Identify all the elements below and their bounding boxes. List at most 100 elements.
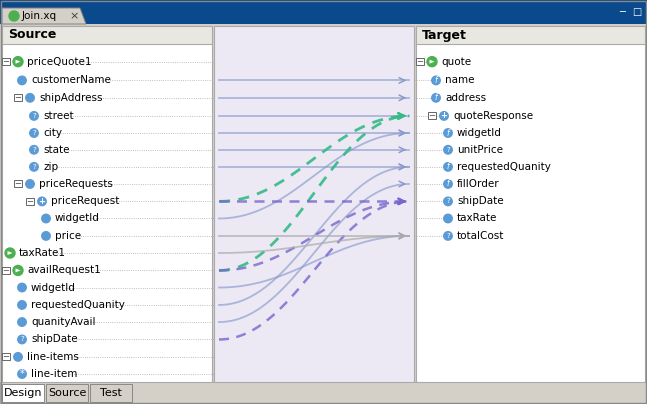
Circle shape — [440, 112, 448, 120]
Text: requestedQuanity: requestedQuanity — [457, 162, 551, 172]
Text: f: f — [446, 162, 449, 171]
Circle shape — [42, 231, 50, 240]
Text: ?: ? — [446, 147, 450, 153]
FancyBboxPatch shape — [416, 58, 424, 65]
Text: address: address — [445, 93, 486, 103]
Circle shape — [13, 265, 23, 276]
Text: shipDate: shipDate — [31, 335, 78, 345]
Circle shape — [26, 180, 34, 188]
Text: quote: quote — [441, 57, 471, 67]
Circle shape — [42, 214, 50, 223]
Text: −: − — [3, 57, 10, 66]
Text: −: − — [14, 93, 21, 102]
Text: +: + — [39, 197, 45, 206]
Text: availRequest1: availRequest1 — [27, 265, 101, 276]
Text: Test: Test — [100, 388, 122, 398]
Text: priceRequests: priceRequests — [39, 179, 113, 189]
Circle shape — [17, 301, 27, 309]
Text: taxRate: taxRate — [457, 213, 498, 223]
Circle shape — [444, 180, 452, 188]
Circle shape — [13, 57, 23, 67]
Text: −: − — [417, 57, 424, 66]
Text: fillOrder: fillOrder — [457, 179, 499, 189]
Text: priceRequest: priceRequest — [51, 196, 120, 206]
Text: shipAddress: shipAddress — [39, 93, 102, 103]
FancyBboxPatch shape — [0, 382, 647, 404]
Circle shape — [5, 248, 15, 258]
Text: priceQuote1: priceQuote1 — [27, 57, 91, 67]
Text: ?: ? — [32, 164, 36, 170]
Polygon shape — [16, 268, 21, 272]
Text: −: − — [27, 197, 34, 206]
Text: totalCost: totalCost — [457, 231, 505, 241]
FancyBboxPatch shape — [14, 94, 22, 101]
Text: widgetId: widgetId — [55, 213, 100, 223]
Text: quanityAvail: quanityAvail — [31, 317, 96, 327]
FancyBboxPatch shape — [2, 384, 44, 402]
Circle shape — [17, 76, 27, 85]
Circle shape — [444, 163, 452, 171]
Text: ×: × — [69, 11, 79, 21]
Text: f: f — [446, 128, 449, 137]
FancyBboxPatch shape — [2, 58, 10, 65]
Circle shape — [444, 129, 452, 137]
FancyBboxPatch shape — [2, 354, 10, 360]
Text: −: − — [3, 266, 10, 275]
Text: −: − — [428, 112, 435, 120]
Circle shape — [432, 76, 440, 85]
Circle shape — [427, 57, 437, 67]
FancyBboxPatch shape — [14, 181, 22, 187]
Text: ?: ? — [20, 337, 24, 343]
Circle shape — [17, 370, 27, 378]
Text: line-item: line-item — [31, 369, 78, 379]
Text: street: street — [43, 111, 74, 121]
Circle shape — [38, 197, 46, 206]
Circle shape — [30, 112, 38, 120]
Circle shape — [30, 129, 38, 137]
Text: unitPrice: unitPrice — [457, 145, 503, 155]
Text: Source: Source — [48, 388, 86, 398]
Text: name: name — [445, 76, 474, 85]
FancyBboxPatch shape — [2, 26, 212, 44]
Polygon shape — [430, 60, 435, 64]
FancyBboxPatch shape — [0, 0, 647, 24]
Text: widgetId: widgetId — [31, 282, 76, 292]
FancyBboxPatch shape — [428, 112, 436, 120]
Text: taxRate1: taxRate1 — [19, 248, 66, 258]
Circle shape — [30, 163, 38, 171]
Text: −: − — [14, 179, 21, 188]
Polygon shape — [16, 60, 21, 64]
Text: ?: ? — [446, 198, 450, 204]
Text: f: f — [435, 76, 437, 85]
Circle shape — [26, 94, 34, 102]
Text: ?: ? — [32, 130, 36, 136]
Text: f: f — [435, 93, 437, 102]
Text: requestedQuanity: requestedQuanity — [31, 300, 125, 310]
Text: −: − — [3, 352, 10, 362]
FancyBboxPatch shape — [90, 384, 132, 402]
Text: quoteResponse: quoteResponse — [453, 111, 533, 121]
Polygon shape — [2, 8, 86, 24]
Text: customerName: customerName — [31, 76, 111, 85]
Text: *: * — [19, 369, 25, 379]
Text: Join.xq: Join.xq — [22, 11, 57, 21]
Circle shape — [444, 231, 452, 240]
Text: zip: zip — [43, 162, 58, 172]
Text: +: + — [441, 112, 448, 120]
Text: □: □ — [632, 7, 642, 17]
FancyBboxPatch shape — [46, 384, 88, 402]
Circle shape — [9, 11, 19, 21]
Text: widgetId: widgetId — [457, 128, 502, 138]
Text: Source: Source — [8, 29, 56, 42]
Text: Target: Target — [422, 29, 467, 42]
Text: Design: Design — [4, 388, 42, 398]
Text: line-items: line-items — [27, 352, 79, 362]
Circle shape — [17, 318, 27, 326]
Text: ?: ? — [32, 147, 36, 153]
Circle shape — [432, 94, 440, 102]
Circle shape — [14, 353, 22, 361]
FancyBboxPatch shape — [416, 26, 645, 44]
Text: city: city — [43, 128, 62, 138]
Text: ?: ? — [446, 233, 450, 239]
Text: shipDate: shipDate — [457, 196, 503, 206]
